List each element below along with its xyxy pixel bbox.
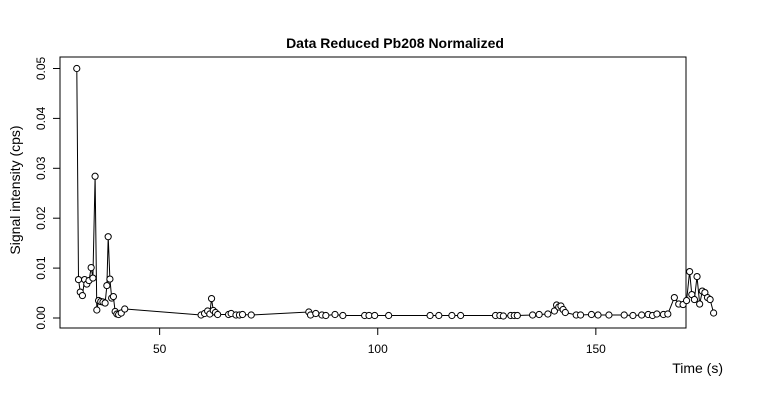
data-point: [385, 311, 393, 320]
data-point: [594, 311, 602, 319]
data-point: [706, 295, 714, 304]
x-tick-label: 50: [153, 342, 167, 356]
data-point: [513, 311, 521, 320]
x-axis-label: Time (s): [672, 360, 723, 376]
data-point: [690, 295, 699, 304]
y-tick-label: 0.04: [34, 106, 48, 130]
data-point: [89, 274, 97, 282]
data-point: [528, 311, 537, 319]
data-series: [73, 64, 718, 320]
data-point: [371, 311, 379, 320]
data-point: [535, 310, 543, 319]
x-tick-label: 150: [586, 342, 606, 356]
data-point: [682, 296, 691, 305]
chart-title: Data Reduced Pb208 Normalized: [286, 35, 504, 51]
x-axis: 50 100 150: [153, 328, 606, 356]
y-tick-label: 0.05: [34, 56, 48, 80]
series-line: [76, 68, 715, 317]
data-point: [121, 305, 129, 313]
data-point: [670, 293, 678, 302]
data-point: [457, 311, 465, 320]
y-tick-label: 0.02: [34, 206, 48, 230]
y-axis: 0.00 0.01 0.02 0.03 0.04 0.05: [34, 56, 60, 330]
data-point: [103, 281, 111, 290]
data-point: [331, 310, 339, 319]
data-point: [74, 275, 83, 284]
data-point: [87, 264, 95, 272]
data-point: [214, 310, 222, 319]
plot-frame: [59, 56, 687, 329]
y-tick-label: 0.03: [34, 156, 48, 180]
data-point: [93, 306, 101, 314]
data-point: [576, 311, 585, 319]
data-point: [448, 311, 456, 320]
y-tick-label: 0.00: [34, 306, 48, 330]
data-point: [106, 275, 114, 283]
data-point: [544, 310, 552, 318]
data-point: [710, 309, 718, 317]
data-point: [638, 311, 646, 319]
data-point: [91, 172, 99, 180]
data-point: [78, 291, 87, 300]
data-point: [605, 311, 613, 319]
data-point: [435, 311, 443, 320]
data-point: [693, 272, 701, 281]
y-tick-label: 0.01: [34, 256, 48, 280]
y-axis-label: Signal intensity (cps): [7, 125, 23, 254]
data-point: [653, 310, 661, 318]
data-point: [238, 310, 247, 319]
data-point: [109, 292, 118, 301]
data-point: [499, 312, 507, 320]
data-point: [696, 300, 704, 308]
data-point: [587, 310, 596, 319]
data-point: [686, 267, 694, 276]
data-point: [550, 307, 559, 315]
data-point: [629, 311, 637, 320]
data-point: [561, 308, 569, 317]
data-point: [207, 294, 216, 303]
data-point: [322, 311, 330, 320]
data-point: [426, 311, 434, 320]
data-point: [339, 311, 347, 320]
data-point: [664, 310, 672, 318]
data-point: [104, 233, 112, 241]
x-tick-label: 100: [368, 342, 388, 356]
data-point: [620, 311, 628, 319]
data-point: [247, 311, 255, 319]
data-point: [73, 64, 81, 73]
data-point: [312, 309, 320, 318]
data-point: [101, 299, 109, 307]
